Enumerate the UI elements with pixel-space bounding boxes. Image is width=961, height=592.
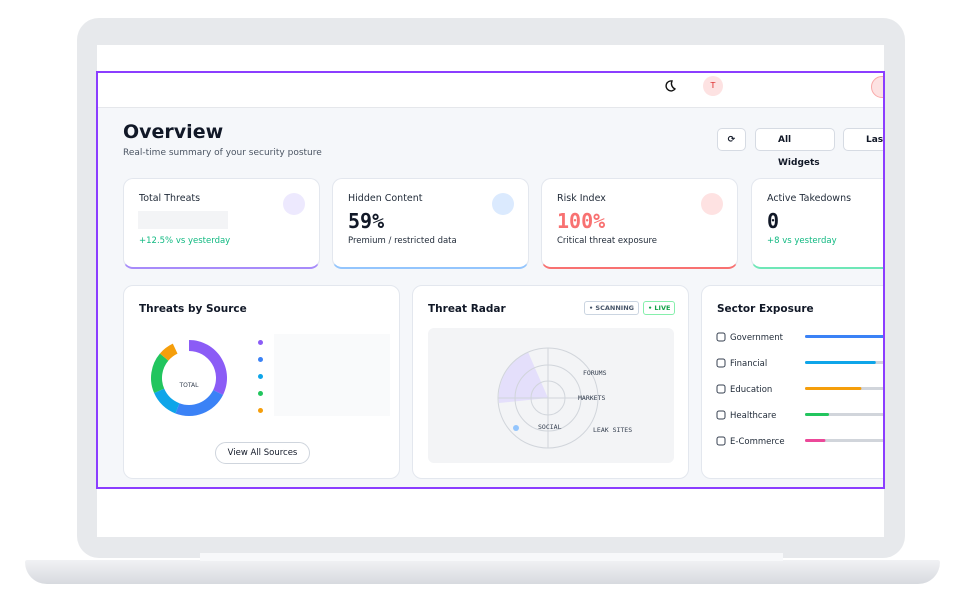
avatar[interactable]: T xyxy=(703,76,723,96)
sector-icon xyxy=(716,436,726,446)
sectors-panel: Sector Exposure Government Financial Educa… xyxy=(701,285,884,479)
panel-title: Threat Radar xyxy=(428,303,506,315)
sector-bar xyxy=(805,439,826,442)
kpi-card: Risk Index 100% Critical threat exposure xyxy=(541,178,738,269)
sector-name: E-Commerce xyxy=(730,437,785,447)
donut-label: TOTAL xyxy=(179,382,199,389)
card-value: 59% xyxy=(348,209,385,233)
badge: • SCANNING xyxy=(584,301,639,315)
panel-title: Sector Exposure xyxy=(717,303,814,315)
sector-icon xyxy=(716,332,726,342)
donut-segment xyxy=(189,340,227,395)
legend-dot xyxy=(258,408,263,413)
card-note: +12.5% vs yesterday xyxy=(139,236,231,246)
screen: T Overview Real-time summary of your sec… xyxy=(97,45,884,537)
card-note: Premium / restricted data xyxy=(348,236,457,246)
card-note: +8 vs yesterday xyxy=(767,236,837,246)
legend-box xyxy=(274,334,390,416)
kpi-card: Hidden Content 59% Premium / restricted … xyxy=(332,178,529,269)
radar-label: FORUMS xyxy=(583,369,607,377)
page-title: Overview xyxy=(123,121,224,143)
card-note: Critical threat exposure xyxy=(557,236,657,246)
card-value: 0 xyxy=(767,209,780,233)
topbar xyxy=(97,71,884,108)
laptop-base xyxy=(25,560,940,584)
donut-segment xyxy=(175,389,224,416)
donut-segment xyxy=(159,343,178,361)
view-sources-button[interactable]: View All Sources xyxy=(215,442,310,464)
donut-chart xyxy=(151,340,227,416)
button-label: Last xyxy=(866,135,884,145)
card-icon xyxy=(492,193,514,215)
sparkline xyxy=(138,211,228,229)
sector-icon xyxy=(716,384,726,394)
sector-bar xyxy=(805,361,876,364)
card-title: Hidden Content xyxy=(348,193,423,204)
sector-bars: Government Financial Education Healthcare E-… xyxy=(716,332,884,447)
card-title: Total Threats xyxy=(139,193,201,204)
sector-icon xyxy=(716,410,726,420)
card-title: Risk Index xyxy=(557,193,606,204)
radar xyxy=(497,347,599,449)
card-icon xyxy=(701,193,723,215)
radar-area xyxy=(428,328,674,463)
sector-bar xyxy=(805,335,884,338)
sources-panel: Threats by Source TOTAL View All Sources xyxy=(123,285,400,479)
donut-segment xyxy=(151,353,169,394)
radar-label: LEAK SITES xyxy=(593,426,633,434)
sector-name: Financial xyxy=(730,359,767,369)
card-title: Active Takedowns xyxy=(767,193,852,204)
sector-bar xyxy=(805,413,829,416)
kpi-card: Active Takedowns 0 +8 vs yesterday xyxy=(751,178,884,269)
button-label: All Widgets xyxy=(778,135,820,168)
radar-label: MARKETS xyxy=(578,394,606,402)
refresh-button[interactable]: ⟳ xyxy=(717,128,746,151)
selection-frame xyxy=(96,71,885,489)
range-button[interactable]: Last xyxy=(843,128,884,151)
sector-name: Government xyxy=(730,333,784,343)
kpi-card: Total Threats +12.5% vs yesterday xyxy=(123,178,320,269)
theme-toggle[interactable] xyxy=(663,79,677,93)
legend-dot xyxy=(258,357,263,362)
card-icon xyxy=(283,193,305,215)
page-subtitle: Real-time summary of your security postu… xyxy=(123,148,322,158)
radar-panel: Threat Radar • SCANNING • LIVE FORUMS MAR… xyxy=(412,285,689,479)
sector-name: Healthcare xyxy=(730,411,776,421)
laptop-notch xyxy=(200,553,783,561)
sector-icon xyxy=(716,358,726,368)
donut-segment xyxy=(154,388,180,414)
badge: • LIVE xyxy=(643,301,676,315)
legend-dot xyxy=(258,340,263,345)
sector-name: Education xyxy=(730,385,772,395)
widgets-button[interactable]: All Widgets xyxy=(755,128,835,168)
card-value: 100% xyxy=(557,209,606,233)
sector-bar xyxy=(805,387,862,390)
radar-label: SOCIAL xyxy=(538,423,562,431)
legend-dot xyxy=(258,391,263,396)
panel-title: Threats by Source xyxy=(139,303,247,315)
legend-dot xyxy=(258,374,263,379)
